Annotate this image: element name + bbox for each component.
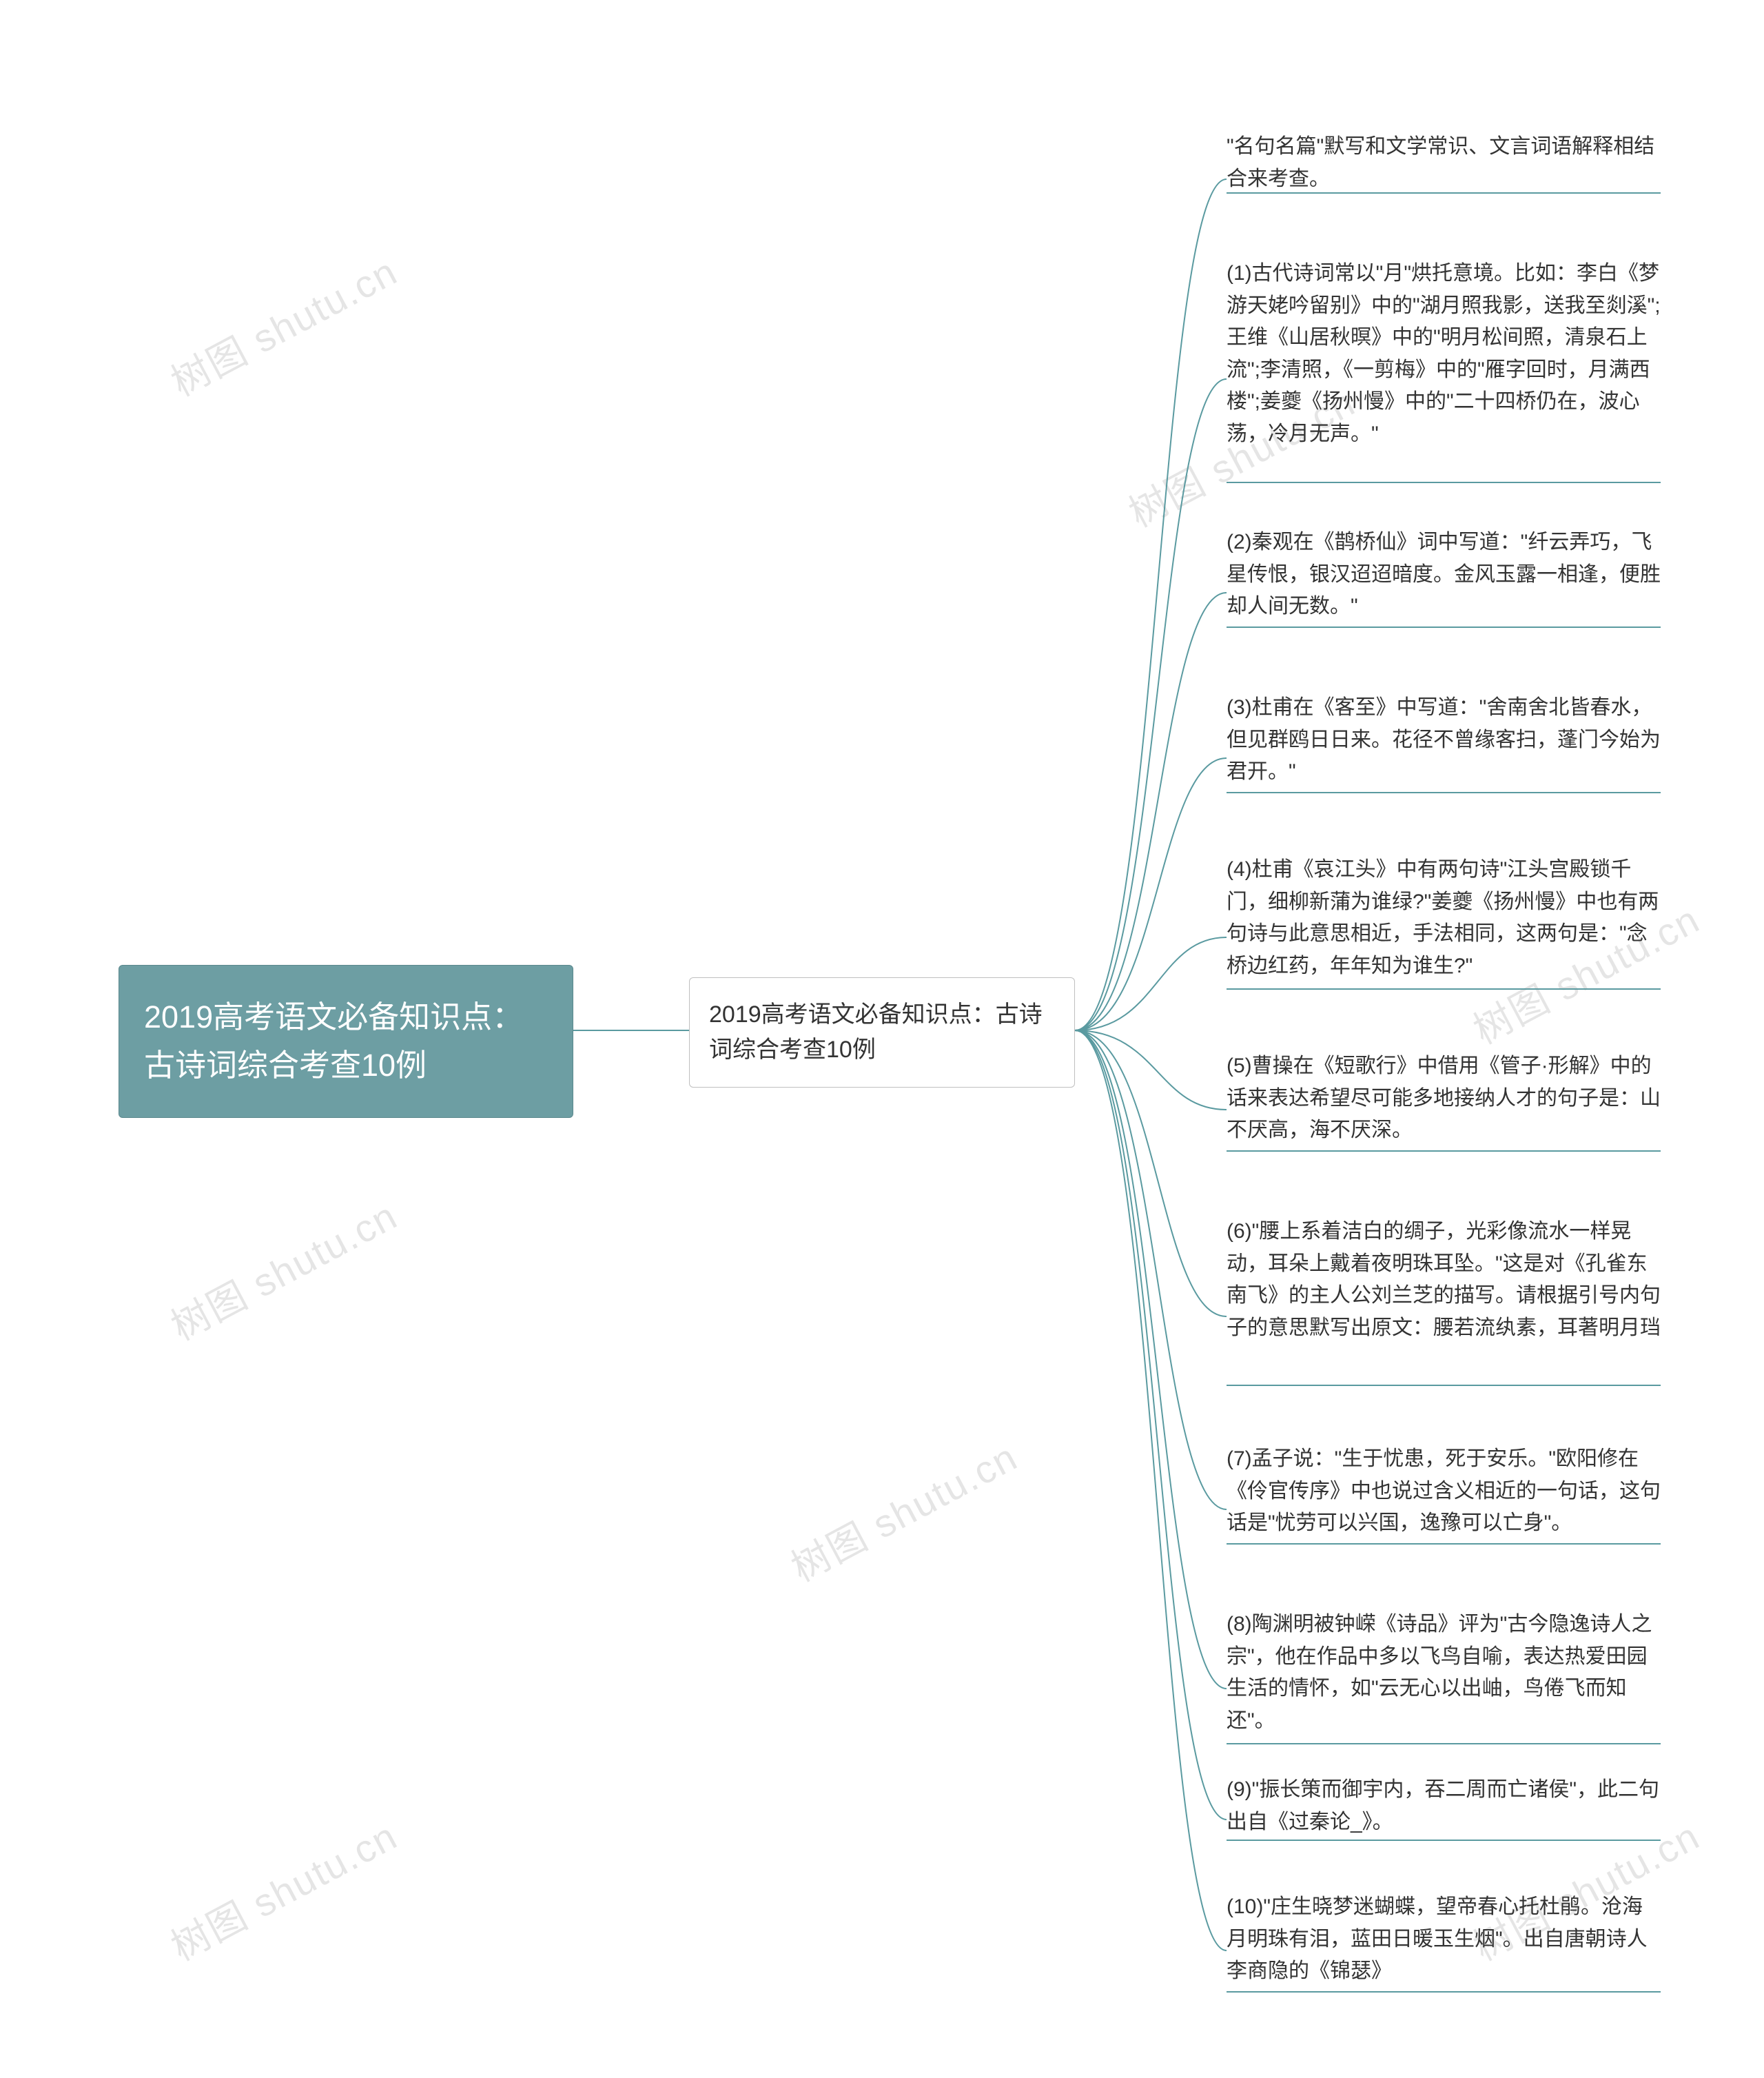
- mindmap-leaf-node[interactable]: (4)杜甫《哀江头》中有两句诗"江头宫殿锁千门，细柳新蒲为谁绿?"姜夔《扬州慢》…: [1227, 851, 1661, 989]
- leaf-text: (6)"腰上系着洁白的绸子，光彩像流水一样晃动，耳朵上戴着夜明珠耳坠。"这是对《…: [1227, 1220, 1661, 1339]
- leaf-text: (3)杜甫在《客至》中写道："舍南舍北皆春水，但见群鸥日日来。花径不曾缘客扫，蓬…: [1227, 696, 1661, 783]
- mindmap-sub-node[interactable]: 2019高考语文必备知识点：古诗词综合考查10例: [689, 977, 1075, 1088]
- mindmap-leaf-node[interactable]: (2)秦观在《鹊桥仙》词中写道："纤云弄巧，飞星传恨，银汉迢迢暗度。金风玉露一相…: [1227, 524, 1661, 630]
- mindmap-root-node[interactable]: 2019高考语文必备知识点：古诗词综合考查10例: [119, 965, 573, 1118]
- leaf-text: (10)"庄生晓梦迷蝴蝶，望帝春心托杜鹃。沧海月明珠有泪，蓝田日暖玉生烟"。出自…: [1227, 1895, 1648, 1982]
- watermark: 树图 shutu.cn: [160, 1185, 406, 1352]
- mindmap-leaf-node[interactable]: (1)古代诗词常以"月"烘托意境。比如：李白《梦游天姥吟留别》中的"湖月照我影，…: [1227, 255, 1661, 457]
- root-node-text: 2019高考语文必备知识点：古诗词综合考查10例: [144, 999, 523, 1083]
- mindmap-leaf-node[interactable]: (10)"庄生晓梦迷蝴蝶，望帝春心托杜鹃。沧海月明珠有泪，蓝田日暖玉生烟"。出自…: [1227, 1888, 1661, 1995]
- mindmap-leaf-node[interactable]: (6)"腰上系着洁白的绸子，光彩像流水一样晃动，耳朵上戴着夜明珠耳坠。"这是对《…: [1227, 1213, 1661, 1351]
- mindmap-leaf-node[interactable]: (3)杜甫在《客至》中写道："舍南舍北皆春水，但见群鸥日日来。花径不曾缘客扫，蓬…: [1227, 689, 1661, 795]
- mindmap-leaf-node[interactable]: (7)孟子说："生于忧患，死于安乐。"欧阳修在《伶官传序》中也说过含义相近的一句…: [1227, 1440, 1661, 1547]
- leaf-text: (8)陶渊明被钟嵘《诗品》评为"古今隐逸诗人之宗"，他在作品中多以飞鸟自喻，表达…: [1227, 1613, 1652, 1732]
- leaf-text: (4)杜甫《哀江头》中有两句诗"江头宫殿锁千门，细柳新蒲为谁绿?"姜夔《扬州慢》…: [1227, 858, 1659, 977]
- watermark: 树图 shutu.cn: [780, 1427, 1026, 1593]
- leaf-text: (7)孟子说："生于忧患，死于安乐。"欧阳修在《伶官传序》中也说过含义相近的一句…: [1227, 1447, 1661, 1534]
- sub-node-text: 2019高考语文必备知识点：古诗词综合考查10例: [709, 1001, 1043, 1063]
- leaf-text: "名句名篇"默写和文学常识、文言词语解释相结合来考查。: [1227, 135, 1654, 190]
- mindmap-leaf-node[interactable]: (9)"振长策而御宇内，吞二周而亡诸侯"，此二句出自《过秦论_》。: [1227, 1771, 1661, 1845]
- mindmap-leaf-node[interactable]: "名句名篇"默写和文学常识、文言词语解释相结合来考查。: [1227, 128, 1661, 202]
- watermark: 树图 shutu.cn: [160, 1806, 406, 1972]
- mindmap-leaf-node[interactable]: (5)曹操在《短歌行》中借用《管子·形解》中的话来表达希望尽可能多地接纳人才的句…: [1227, 1048, 1661, 1154]
- mindmap-leaf-node[interactable]: (8)陶渊明被钟嵘《诗品》评为"古今隐逸诗人之宗"，他在作品中多以飞鸟自喻，表达…: [1227, 1606, 1661, 1744]
- leaf-text: (2)秦观在《鹊桥仙》词中写道："纤云弄巧，飞星传恨，银汉迢迢暗度。金风玉露一相…: [1227, 531, 1661, 618]
- watermark: 树图 shutu.cn: [160, 241, 406, 407]
- leaf-text: (1)古代诗词常以"月"烘托意境。比如：李白《梦游天姥吟留别》中的"湖月照我影，…: [1227, 262, 1661, 445]
- leaf-text: (5)曹操在《短歌行》中借用《管子·形解》中的话来表达希望尽可能多地接纳人才的句…: [1227, 1055, 1661, 1141]
- leaf-text: (9)"振长策而御宇内，吞二周而亡诸侯"，此二句出自《过秦论_》。: [1227, 1778, 1659, 1833]
